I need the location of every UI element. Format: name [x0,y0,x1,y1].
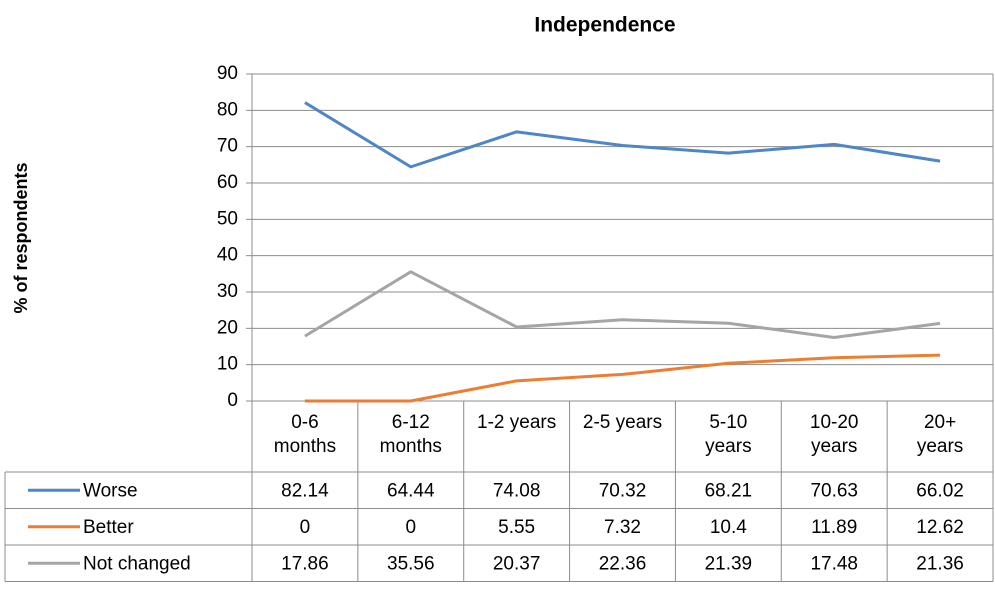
x-tick-label: 20+ years [916,412,964,457]
x-tick-label: 10-20 years [809,412,859,457]
series-line [304,101,941,169]
table-value: 74.08 [493,480,541,501]
table-value: 70.32 [599,480,647,501]
x-tick-label: 0-6 months [273,412,337,457]
y-tick-label: 0 [227,390,238,411]
y-tick-label: 60 [217,172,238,193]
y-tick-label: 30 [217,281,238,302]
table-value: 0 [405,517,416,538]
table-value: 64.44 [387,480,435,501]
y-tick-label: 10 [217,354,238,375]
y-axis-label: % of respondents [11,162,31,313]
series-line [304,353,941,403]
table-value: 22.36 [599,553,647,574]
table-value: 21.36 [916,553,964,574]
y-tick-label: 20 [217,317,238,338]
table-value: 10.4 [710,517,747,538]
y-tick-label: 70 [217,136,238,157]
table-value: 17.48 [810,553,858,574]
y-tick-label: 80 [217,99,238,120]
table-value: 20.37 [493,553,541,574]
table-value: 68.21 [705,480,753,501]
legend-label: Not changed [83,553,191,574]
y-tick-label: 50 [217,208,238,229]
y-tick-label: 90 [217,63,238,84]
legend-label: Worse [83,480,138,501]
y-tick-label: 40 [217,245,238,266]
table-value: 17.86 [281,553,329,574]
chart-title: Independence [534,14,675,37]
table-value: 11.89 [811,517,857,538]
legend-label: Better [83,517,134,538]
table-value: 7.32 [604,517,641,538]
table-value: 66.02 [916,480,964,501]
table-value: 0 [300,517,311,538]
table-value: 12.62 [916,517,964,538]
table-value: 21.39 [705,553,753,574]
table-value: 70.63 [810,480,858,501]
table-value: 82.14 [281,480,329,501]
x-tick-label: 6-12 months [379,412,442,457]
table-value: 35.56 [387,553,435,574]
x-tick-label: 2-5 years [582,412,663,433]
x-tick-label: 5-10 years [705,412,752,457]
table-value: 5.55 [498,517,535,538]
series-line [304,270,941,339]
x-tick-label: 1-2 years [477,412,557,433]
